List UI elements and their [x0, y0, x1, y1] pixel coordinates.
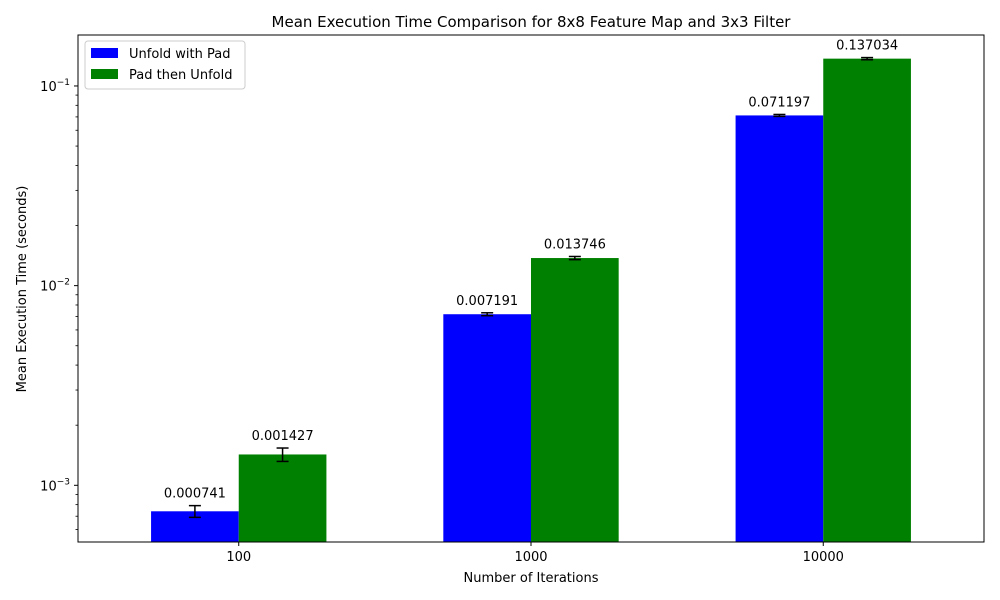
data-label: 0.071197	[748, 95, 810, 110]
bar	[443, 314, 531, 542]
y-axis-ticks: 10−3 10−2 10−1	[40, 78, 78, 494]
bar	[531, 258, 619, 542]
legend-swatch	[91, 69, 118, 79]
y-axis-label: Mean Execution Time (seconds)	[15, 186, 30, 393]
y-tick-label: 10−1	[40, 78, 70, 95]
legend-label: Unfold with Pad	[129, 47, 230, 62]
data-label: 0.001427	[252, 429, 314, 444]
data-label: 0.013746	[544, 237, 606, 252]
legend-label: Pad then Unfold	[129, 68, 232, 83]
data-label: 0.137034	[836, 39, 898, 54]
bar	[823, 58, 911, 542]
bar	[735, 115, 824, 542]
x-tick-label: 1000	[514, 550, 547, 565]
error-bars	[188, 56, 874, 519]
x-tick-label: 10000	[803, 550, 844, 565]
legend-box	[84, 40, 246, 90]
data-label: 0.007191	[456, 294, 518, 309]
legend-swatch	[91, 48, 118, 58]
bars	[151, 58, 911, 542]
y-tick-label: 10−3	[40, 477, 70, 494]
x-axis-ticks: 100 1000 10000	[226, 542, 844, 565]
x-axis-label: Number of Iterations	[464, 571, 599, 586]
legend: Unfold with Pad Pad then Unfold	[84, 40, 246, 90]
data-labels: 0.000741 0.001427 0.007191 0.013746 0.071197…	[164, 39, 898, 502]
x-tick-label: 100	[226, 550, 251, 565]
bar	[238, 454, 327, 542]
y-tick-label: 10−2	[40, 278, 70, 295]
data-label: 0.000741	[164, 487, 226, 502]
chart-title: Mean Execution Time Comparison for 8x8 F…	[272, 13, 792, 31]
